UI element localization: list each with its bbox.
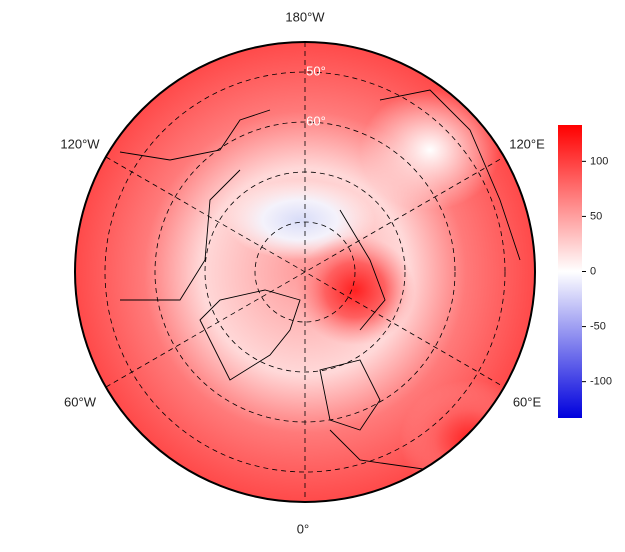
meridian	[105, 156, 505, 388]
colorbar-tick-label: -100	[590, 376, 612, 388]
colorbar-ticks: 100 50 0 -50 -100	[582, 155, 612, 388]
lon-label: 0°	[297, 521, 309, 536]
colorbar-tick-label: 0	[590, 265, 596, 277]
parallel	[254, 221, 356, 323]
parallel	[154, 121, 456, 423]
lon-label: 120°E	[509, 136, 545, 151]
temperature-field	[75, 42, 535, 502]
parallel	[104, 71, 506, 473]
lon-label: 120°W	[60, 136, 100, 151]
coastline	[119, 89, 521, 471]
lon-label: 60°E	[513, 394, 542, 409]
colorbar-tick-label: 50	[590, 210, 602, 222]
colorbar-tick-label: -50	[590, 320, 606, 332]
colorbar-tick-label: 100	[590, 155, 608, 167]
lat-label: 60°	[306, 113, 326, 128]
lat-label: 50°	[306, 63, 326, 78]
colorbar	[558, 125, 582, 418]
parallel	[204, 171, 406, 373]
lon-label: 60°W	[64, 394, 97, 409]
lon-label: 180°W	[285, 9, 325, 24]
map-boundary	[74, 41, 536, 503]
